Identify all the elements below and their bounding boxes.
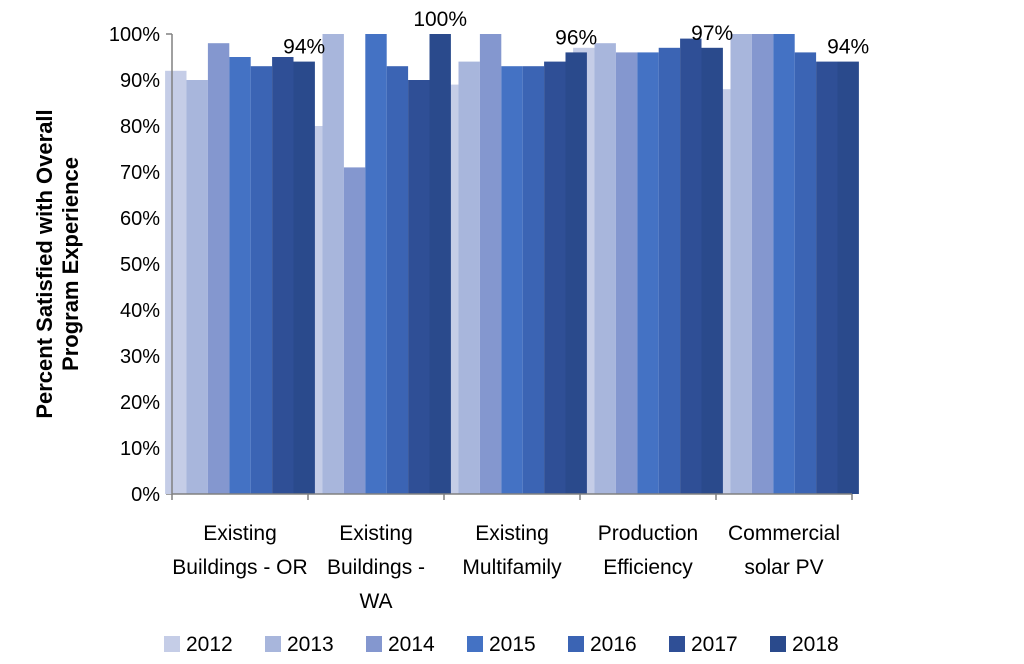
- y-tick-label: 80%: [120, 116, 160, 138]
- bar: [186, 80, 208, 494]
- bar: [207, 43, 230, 494]
- y-axis-title: Percent Satisfied with Overall Program Ex…: [32, 109, 83, 418]
- legend-swatch: [669, 636, 685, 652]
- data-label: 94%: [283, 36, 325, 59]
- bars: [165, 34, 859, 495]
- y-tick-label: 40%: [120, 300, 160, 322]
- x-category-label-line: Existing: [475, 522, 549, 545]
- y-tick-label: 70%: [120, 162, 160, 184]
- bar: [837, 61, 859, 494]
- x-category-label: Existing Buildings - WA: [327, 522, 425, 613]
- data-label: 100%: [413, 8, 467, 31]
- x-category-label: Existing Multifamily: [462, 522, 562, 579]
- x-category-label-line: Commercial: [728, 522, 840, 545]
- bar: [501, 66, 523, 494]
- bar: [544, 61, 566, 494]
- data-labels: 94% 100% 96% 97% 94%: [283, 8, 869, 59]
- bar: [272, 57, 294, 494]
- y-tick-label: 10%: [120, 438, 160, 460]
- bar: [343, 167, 366, 494]
- legend-swatch: [164, 636, 180, 652]
- legend-swatch: [568, 636, 584, 652]
- data-label: 97%: [691, 22, 733, 45]
- data-label: 96%: [555, 26, 597, 49]
- legend-label: 2018: [792, 633, 839, 656]
- bar: [794, 52, 817, 495]
- bar: [429, 34, 451, 494]
- data-label: 94%: [827, 36, 869, 59]
- y-tick-label: 50%: [120, 254, 160, 276]
- bar: [458, 61, 480, 494]
- bar: [165, 70, 187, 495]
- legend-label: 2017: [691, 633, 738, 656]
- bar: [751, 34, 774, 494]
- y-tick-label: 20%: [120, 392, 160, 414]
- bar: [565, 52, 587, 495]
- axes: [171, 34, 853, 500]
- y-axis-title-line: Percent Satisfied with Overall: [32, 109, 57, 418]
- bar: [701, 47, 723, 495]
- x-category-label-line: Buildings -: [327, 556, 425, 579]
- bar: [293, 61, 315, 494]
- bar: [479, 34, 502, 494]
- bar: [730, 34, 752, 494]
- y-axis-ticks: 0% 10% 20% 30% 40% 50% 60% 70% 80% 90% 100%: [109, 24, 172, 506]
- x-category-label-line: Existing: [339, 522, 413, 545]
- legend-swatch: [366, 636, 382, 652]
- x-axis-category-labels: Existing Buildings - OR Existing Buildings …: [172, 522, 840, 613]
- y-tick-label: 30%: [120, 346, 160, 368]
- bar: [816, 61, 838, 494]
- bar: [615, 52, 638, 495]
- legend-label: 2015: [489, 633, 536, 656]
- bar: [322, 34, 344, 494]
- bar: [229, 57, 251, 494]
- bar: [408, 80, 430, 494]
- y-tick-label: 90%: [120, 70, 160, 92]
- x-category-label-line: Buildings - OR: [172, 556, 307, 579]
- x-category-label-line: Existing: [203, 522, 277, 545]
- x-category-label: Existing Buildings - OR: [172, 522, 307, 579]
- x-category-label-line: Production: [598, 522, 698, 545]
- legend: 2012 2013 2014 2015 2016 2017 2018: [164, 633, 839, 656]
- legend-swatch: [770, 636, 786, 652]
- y-tick-label: 100%: [109, 24, 160, 46]
- bar: [522, 66, 545, 494]
- bar: [386, 66, 409, 494]
- legend-label: 2013: [287, 633, 334, 656]
- legend-swatch: [467, 636, 483, 652]
- y-axis-title-line: Program Experience: [58, 157, 83, 371]
- y-tick-label: 0%: [131, 484, 160, 506]
- legend-label: 2014: [388, 633, 435, 656]
- legend-swatch: [265, 636, 281, 652]
- bar: [637, 52, 659, 495]
- bar: [365, 34, 387, 494]
- bar: [594, 43, 616, 494]
- legend-label: 2016: [590, 633, 637, 656]
- legend-label: 2012: [186, 633, 233, 656]
- x-category-label-line: Efficiency: [603, 556, 693, 579]
- x-category-label-line: WA: [359, 590, 392, 613]
- y-tick-label: 60%: [120, 208, 160, 230]
- bar: [680, 38, 702, 494]
- x-category-label: Production Efficiency: [598, 522, 698, 579]
- x-category-label: Commercial solar PV: [728, 522, 840, 579]
- bar: [250, 66, 273, 494]
- x-category-label-line: solar PV: [744, 556, 823, 579]
- bar: [773, 34, 795, 494]
- x-category-label-line: Multifamily: [462, 556, 562, 579]
- bar: [658, 47, 681, 495]
